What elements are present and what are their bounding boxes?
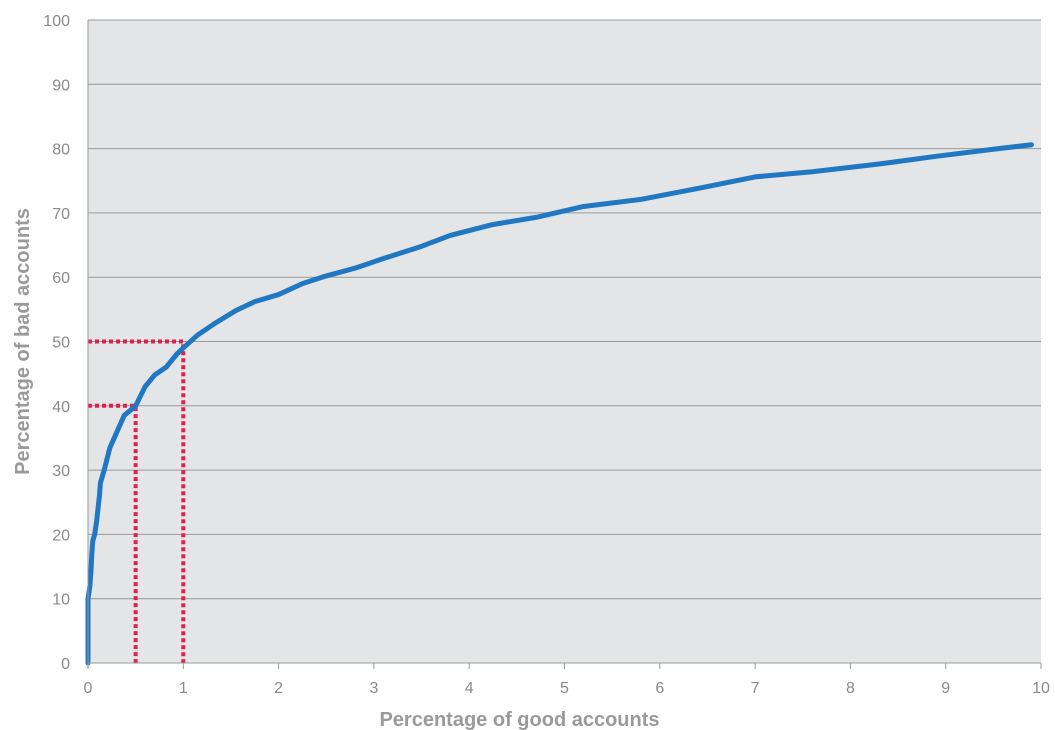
gridlines: [88, 19, 1041, 600]
series-group: [85, 142, 1034, 666]
y-tick-label: 50: [52, 335, 70, 352]
y-tick-label: 30: [52, 463, 70, 480]
x-tick-label: 3: [369, 680, 378, 697]
y-tick-label: 0: [61, 656, 70, 673]
x-tick-label: 7: [751, 680, 760, 697]
reference-line: [88, 339, 186, 663]
x-tick-label: 1: [179, 680, 188, 697]
y-tick-labels: 0 10 20 30 40 50 60 70 80 90 100: [43, 13, 70, 673]
y-tick-label: 70: [52, 206, 70, 223]
x-tick-label: 6: [655, 680, 664, 697]
x-tick-label: 0: [84, 680, 93, 697]
y-tick-label: 90: [52, 77, 70, 94]
y-tick-label: 60: [52, 270, 70, 287]
y-tick-label: 20: [52, 527, 70, 544]
y-tick-label: 100: [43, 13, 70, 30]
x-tick-label: 5: [560, 680, 569, 697]
x-tick-label: 10: [1032, 680, 1050, 697]
x-tick-label: 9: [941, 680, 950, 697]
x-axis-title: Percentage of good accounts: [379, 709, 659, 730]
series-line: [85, 142, 1034, 666]
x-tick-label: 4: [465, 680, 474, 697]
reference-lines: [88, 339, 186, 663]
x-tick-label: 2: [274, 680, 283, 697]
y-tick-label: 80: [52, 142, 70, 159]
axes: [87, 20, 1042, 669]
reference-line: [88, 403, 138, 663]
y-tick-label: 40: [52, 399, 70, 416]
x-tick-labels: 0 1 2 3 4 5 6 7 8 9 10: [84, 680, 1050, 697]
y-tick-label: 10: [52, 592, 70, 609]
y-axis-title: Percentage of bad accounts: [12, 208, 34, 475]
x-tick-label: 8: [846, 680, 855, 697]
